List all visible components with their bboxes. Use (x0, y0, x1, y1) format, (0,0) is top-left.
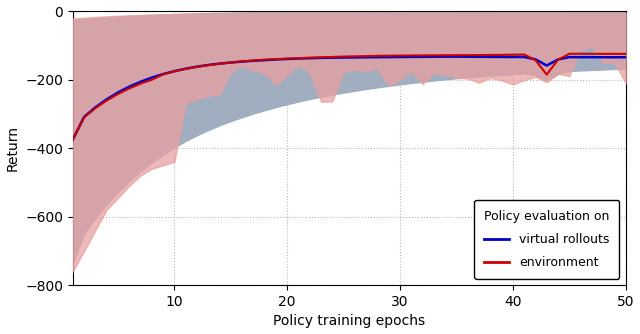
X-axis label: Policy training epochs: Policy training epochs (273, 314, 426, 328)
Legend: virtual rollouts, environment: virtual rollouts, environment (474, 200, 620, 279)
Y-axis label: Return: Return (6, 125, 20, 171)
